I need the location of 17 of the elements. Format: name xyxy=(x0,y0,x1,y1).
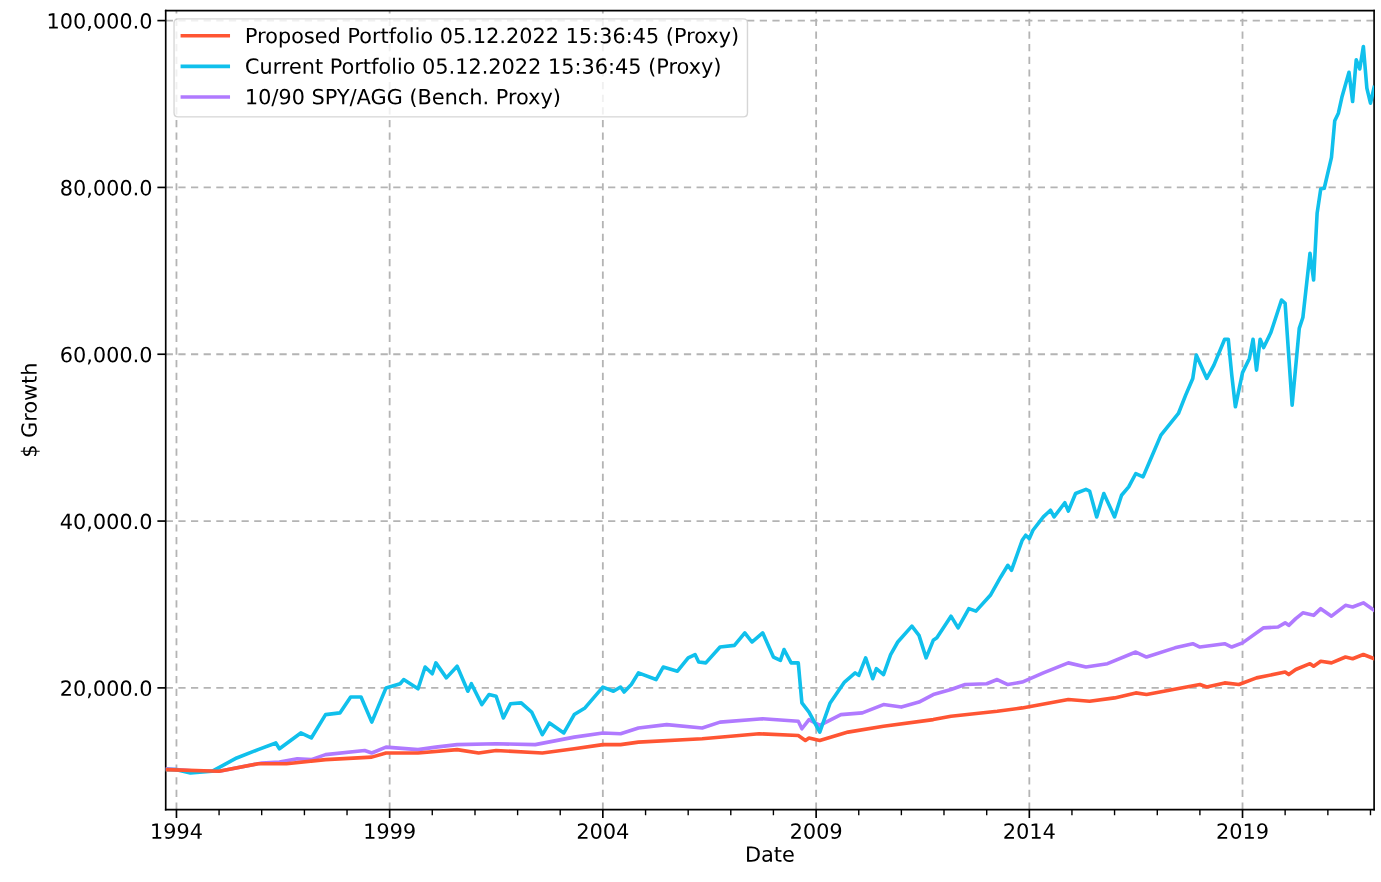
legend-label: Current Portfolio 05.12.2022 15:36:45 (Proxy) xyxy=(246,57,720,78)
x-tick-label: 2004 xyxy=(577,823,629,839)
legend-label: Proposed Portfolio 05.12.2022 15:36:45 (Proxy) xyxy=(246,27,738,48)
y-tick-label: 40,000.0 xyxy=(60,513,152,532)
y-tick-label: 20,000.0 xyxy=(61,680,152,699)
x-tick-label: 2014 xyxy=(1004,823,1055,839)
y-axis-title: $ Growth xyxy=(20,364,40,457)
y-tick-label: 80,000.0 xyxy=(61,179,152,198)
x-tick-label: 2019 xyxy=(1217,823,1268,839)
x-tick-label: 1999 xyxy=(365,823,415,839)
legend-label: 10/90 SPY/AGG (Bench. Proxy) xyxy=(247,88,560,109)
x-axis-title: Date xyxy=(747,846,794,862)
x-tick-label: 1994 xyxy=(152,823,202,839)
y-tick-label: 100,000.0 xyxy=(48,13,152,31)
y-tick-label: 60,000.0 xyxy=(61,346,152,365)
x-tick-label: 2009 xyxy=(791,823,842,839)
line-series xyxy=(165,652,1375,774)
